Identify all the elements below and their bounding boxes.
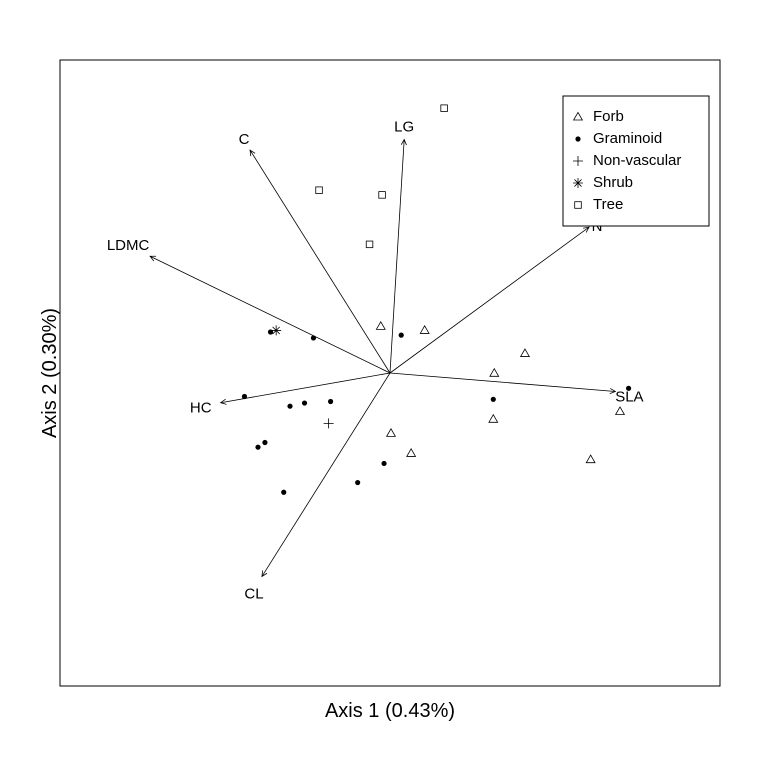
legend-item-non-vascular: Non-vascular — [573, 152, 681, 169]
point-tree-3 — [378, 191, 386, 199]
vector-n: N — [389, 218, 603, 374]
legend-item-tree: Tree — [574, 196, 623, 213]
point-graminoid-5 — [287, 403, 293, 409]
point-graminoid-9 — [625, 385, 632, 391]
x-axis-title: Axis 1 (0.43%) — [325, 700, 455, 722]
point-graminoid-8 — [490, 396, 496, 402]
vector-line-lg — [389, 139, 405, 374]
point-non-vascular-1 — [323, 418, 334, 429]
vector-c: C — [239, 131, 391, 374]
vector-label-c: C — [239, 131, 250, 148]
point-graminoid-7 — [328, 398, 334, 405]
vector-arrowhead-ldmc — [149, 255, 157, 262]
point-graminoid-4 — [241, 393, 248, 400]
point-graminoid-11 — [255, 444, 261, 450]
vector-label-sla: SLA — [615, 388, 643, 405]
legend-label-graminoid: Graminoid — [593, 130, 662, 147]
vector-arrowhead-n — [583, 226, 590, 233]
point-forb-2 — [419, 325, 430, 334]
point-forb-5 — [488, 413, 499, 423]
vector-cl: CL — [244, 372, 391, 602]
point-forb-8 — [614, 406, 626, 415]
point-graminoid-12 — [381, 460, 387, 467]
point-graminoid-2 — [310, 335, 317, 341]
legend-box — [562, 95, 710, 227]
legend-label-forb: Forb — [593, 108, 624, 125]
legend-marker-forb — [572, 111, 584, 121]
series-tree — [315, 104, 448, 249]
point-tree-2 — [315, 186, 323, 194]
series-forb — [375, 320, 626, 464]
legend-items: Forb Graminoid Non-vascular Shrub Tree — [572, 108, 681, 213]
vector-arrowhead-cl — [261, 570, 268, 578]
series-non-vascular — [323, 418, 334, 429]
vector-line-sla — [389, 372, 616, 392]
vector-line-hc — [220, 372, 391, 404]
legend-marker-non-vascular — [573, 156, 583, 166]
point-tree-4 — [365, 240, 374, 249]
point-graminoid-10 — [262, 439, 268, 446]
legend-label-shrub: Shrub — [593, 174, 633, 191]
vector-arrowhead-sla — [609, 388, 617, 395]
vector-label-cl: CL — [244, 585, 263, 602]
point-graminoid-14 — [281, 489, 287, 495]
plot-frame — [59, 59, 721, 687]
series-shrub — [271, 325, 282, 336]
vector-lg: LG — [389, 118, 414, 374]
vector-line-ldmc — [149, 255, 391, 374]
vector-label-n: N — [592, 218, 603, 235]
vector-sla: SLA — [389, 372, 644, 405]
vector-arrowhead-c — [249, 149, 256, 157]
vector-line-c — [249, 149, 391, 374]
legend-item-forb: Forb — [572, 108, 624, 125]
vector-hc: HC — [190, 372, 391, 417]
legend-label-non-vascular: Non-vascular — [593, 152, 681, 169]
legend-item-shrub: Shrub — [573, 174, 633, 191]
point-tree-1 — [440, 104, 448, 112]
vector-arrowhead-hc — [219, 398, 227, 405]
vectors-layer: C LG N LDMC SLA HC CL — [107, 118, 644, 602]
point-forb-6 — [385, 428, 397, 437]
y-axis-title: Axis 2 (0.30%) — [39, 308, 61, 438]
point-forb-7 — [406, 448, 417, 457]
legend-marker-graminoid — [575, 136, 581, 142]
legend-marker-shrub — [573, 178, 583, 188]
vector-ldmc: LDMC — [107, 237, 391, 374]
point-forb-9 — [585, 454, 596, 464]
legend: Forb Graminoid Non-vascular Shrub Tree — [562, 95, 710, 227]
vector-label-hc: HC — [190, 400, 212, 417]
legend-label-tree: Tree — [593, 196, 623, 213]
points-layer — [241, 104, 632, 495]
series-graminoid — [241, 329, 632, 495]
vector-arrowhead-lg — [400, 138, 407, 146]
point-shrub-1 — [271, 325, 282, 336]
vector-line-n — [389, 226, 590, 374]
point-forb-4 — [489, 367, 500, 377]
point-forb-1 — [375, 320, 386, 330]
point-graminoid-6 — [301, 400, 308, 406]
point-forb-3 — [519, 348, 531, 357]
vector-label-ldmc: LDMC — [107, 237, 150, 254]
legend-marker-tree — [574, 201, 582, 209]
legend-item-graminoid: Graminoid — [575, 130, 662, 147]
point-graminoid-13 — [355, 479, 361, 486]
point-graminoid-3 — [398, 332, 404, 338]
vector-line-cl — [261, 372, 391, 577]
vector-label-lg: LG — [394, 118, 414, 135]
